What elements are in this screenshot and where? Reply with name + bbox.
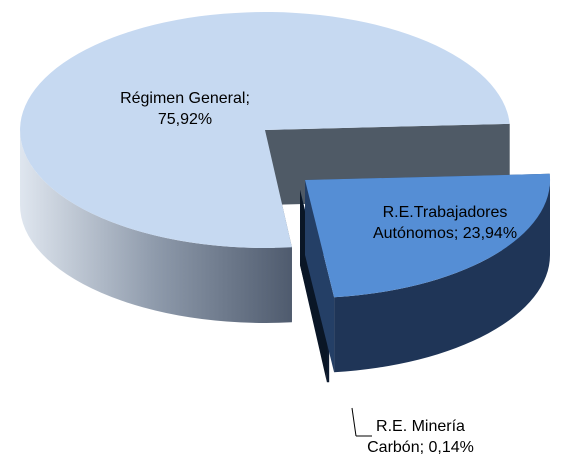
slice [20, 12, 510, 249]
slice-cut-face [305, 180, 335, 373]
value-label: 23,94% [462, 225, 518, 242]
label-separator: ; [245, 90, 250, 107]
data-label: R.E.Trabajadores Autónomos; 23,94% [370, 202, 520, 244]
slice-side [19, 130, 292, 324]
category-name: R.E.Trabajadores Autónomos [372, 204, 508, 242]
leader-line [351, 407, 357, 437]
slice-side [334, 180, 551, 373]
value-label: 75,92% [157, 111, 213, 128]
slice [305, 173, 551, 298]
label-separator: ; [453, 225, 459, 242]
data-label: Régimen General; 75,92% [95, 88, 275, 130]
value-label: 0,14% [428, 439, 474, 456]
category-name: Régimen General [120, 90, 246, 107]
category-name: R.E. Minería Carbón [367, 418, 465, 456]
data-label: R.E. Minería Carbón; 0,14% [358, 416, 483, 458]
label-separator: ; [419, 439, 425, 456]
